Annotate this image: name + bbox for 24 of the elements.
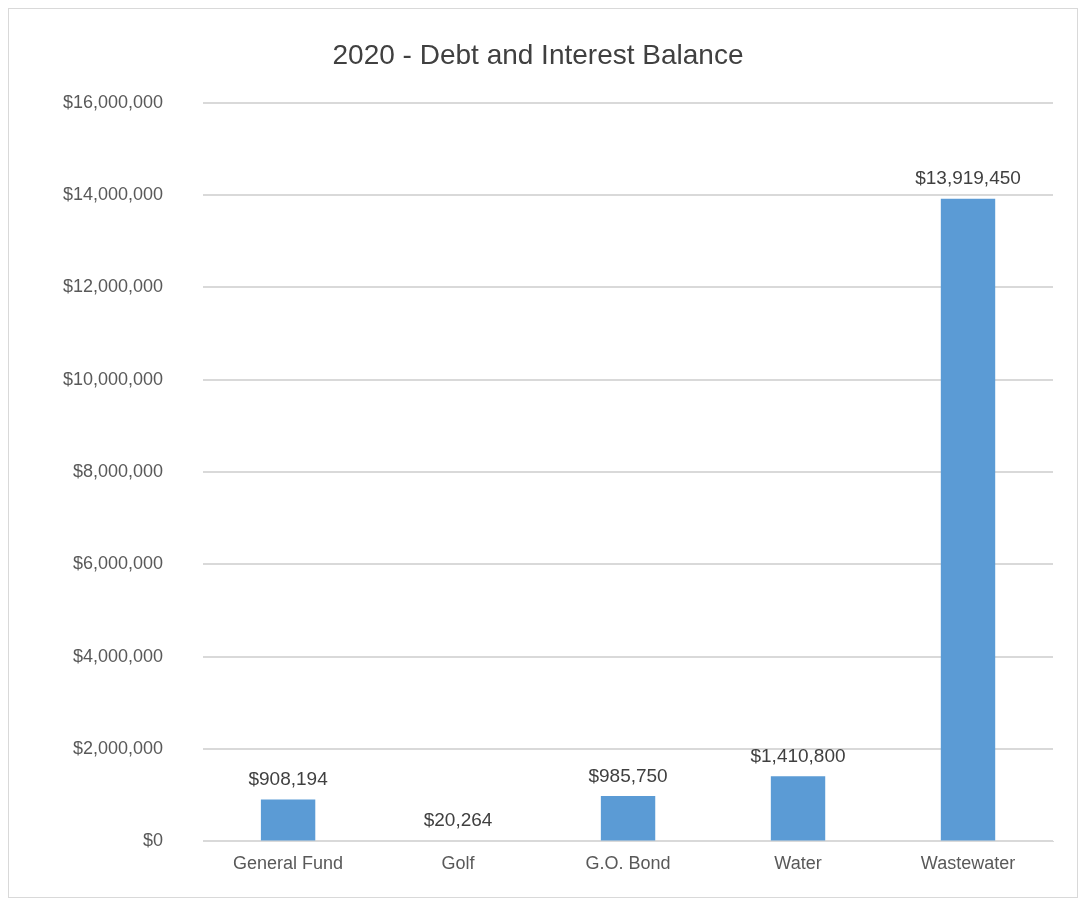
data-label: $985,750 xyxy=(588,764,668,786)
bar xyxy=(600,795,656,841)
y-tick-label: $16,000,000 xyxy=(62,91,164,112)
bar xyxy=(940,198,996,841)
data-label: $13,919,450 xyxy=(915,167,1021,189)
y-tick-label: $12,000,000 xyxy=(62,276,164,297)
y-tick-label: $2,000,000 xyxy=(73,738,164,759)
x-tick-label: Golf xyxy=(441,853,476,874)
data-label: $908,194 xyxy=(248,768,329,790)
data-label: $20,264 xyxy=(423,809,493,831)
y-tick-label: $6,000,000 xyxy=(73,553,164,574)
y-tick-label: $4,000,000 xyxy=(73,645,164,666)
bar xyxy=(770,776,826,841)
x-tick-label: G.O. Bond xyxy=(585,853,671,874)
x-tick-label: General Fund xyxy=(233,853,344,874)
y-tick-label: $10,000,000 xyxy=(62,368,164,389)
chart-title: 2020 - Debt and Interest Balance xyxy=(332,38,744,70)
y-tick-label: $14,000,000 xyxy=(62,183,164,204)
y-tick-label: $8,000,000 xyxy=(73,460,164,481)
y-tick-label: $0 xyxy=(143,830,164,851)
x-tick-label: Wastewater xyxy=(920,853,1016,874)
data-label: $1,410,800 xyxy=(750,744,846,766)
bar xyxy=(260,799,316,841)
x-tick-label: Water xyxy=(774,853,822,874)
